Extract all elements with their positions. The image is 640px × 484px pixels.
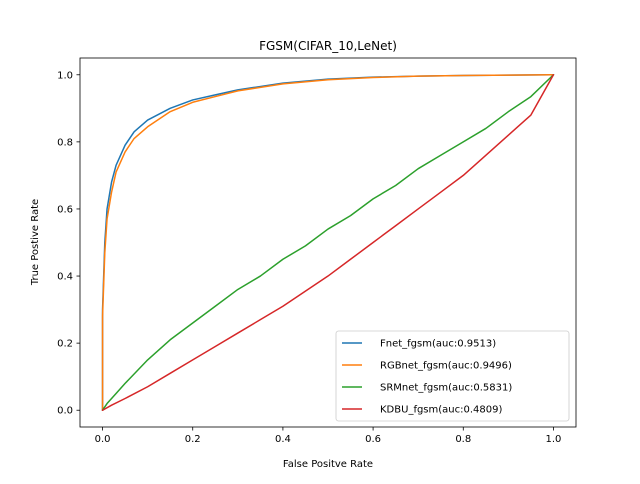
x-tick-label: 0.4 xyxy=(275,434,291,445)
legend-label-3: SRMnet_fgsm(auc:0.5831) xyxy=(380,383,512,394)
x-axis-label: False Positve Rate xyxy=(283,459,373,470)
y-tick-label: 1.0 xyxy=(57,70,73,81)
chart-title: FGSM(CIFAR_10,LeNet) xyxy=(259,39,397,53)
series-line-4 xyxy=(101,74,555,411)
plot-area xyxy=(101,74,555,411)
x-tick-label: 0.2 xyxy=(185,434,201,445)
x-tick-label: 1.0 xyxy=(546,434,562,445)
y-axis-label: True Postive Rate xyxy=(30,199,41,286)
y-tick-label: 0.6 xyxy=(57,204,73,215)
legend-label-1: Fnet_fgsm(auc:0.9513) xyxy=(380,339,496,350)
series-line-2 xyxy=(101,74,555,411)
legend: Fnet_fgsm(auc:0.9513) RGBnet_fgsm(auc:0.9… xyxy=(335,330,570,422)
x-tick-label: 0.0 xyxy=(95,434,111,445)
legend-box xyxy=(335,330,570,422)
y-tick-label: 0.4 xyxy=(57,272,73,283)
series-line-3 xyxy=(101,74,555,411)
y-tick-label: 0.8 xyxy=(57,137,73,148)
y-tick-label: 0.2 xyxy=(57,339,73,350)
x-tick-label: 0.8 xyxy=(455,434,471,445)
x-tick-label: 0.6 xyxy=(365,434,381,445)
axes-frame xyxy=(79,57,577,428)
legend-label-2: RGBnet_fgsm(auc:0.9496) xyxy=(380,361,512,372)
y-tick-label: 0.0 xyxy=(57,406,73,417)
legend-label-4: KDBU_fgsm(auc:0.4809) xyxy=(380,405,502,416)
axes: 0.0 0.2 0.4 0.6 0.8 1.0 0.0 0.2 0.4 0.6 0.8 1.0 xyxy=(57,57,577,445)
